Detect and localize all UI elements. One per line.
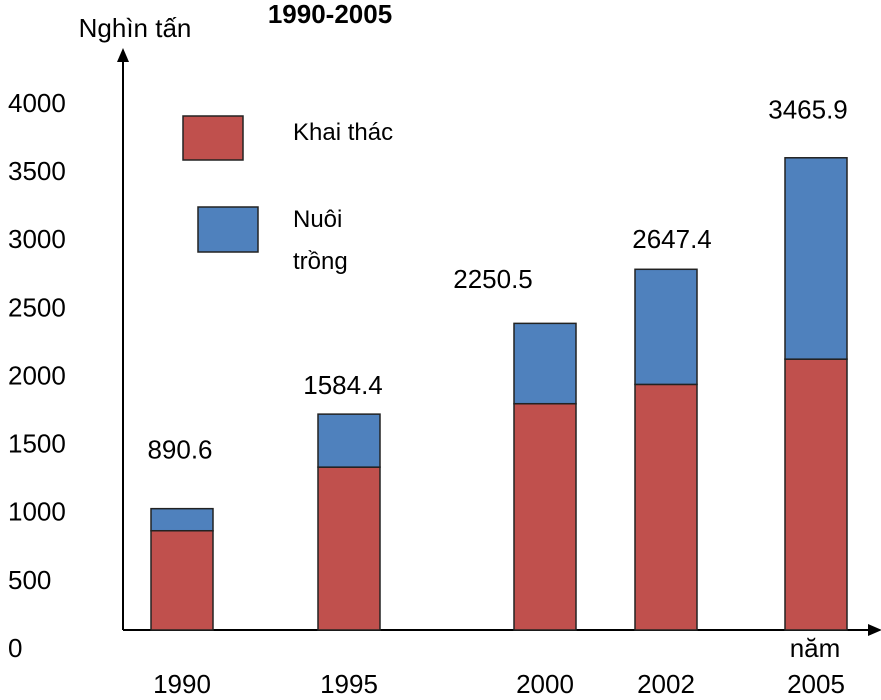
bar-segment: [784, 358, 848, 631]
y-tick-label: 1500: [8, 429, 66, 459]
x-axis-label: năm: [790, 633, 841, 663]
x-tick-label: 2005: [787, 669, 845, 699]
y-tick-label: 3000: [8, 224, 66, 254]
x-tick-label: 2000: [516, 669, 574, 699]
y-tick-label: 4000: [8, 88, 66, 118]
y-axis-label: Nghìn tấn: [79, 13, 192, 43]
legend-label: Nuôi trồng: [293, 206, 348, 275]
bar-segment: [513, 402, 577, 631]
y-tick-label: 0: [8, 633, 22, 663]
bar-segment: [634, 268, 698, 386]
total-label: 2250.5: [453, 264, 533, 294]
bar-segment: [317, 413, 381, 468]
x-tick-label: 1995: [320, 669, 378, 699]
bar-segment: [784, 157, 848, 360]
x-tick-label: 1990: [153, 669, 211, 699]
legend-label: Khai thác: [293, 119, 394, 146]
bar-segment: [150, 507, 214, 532]
y-arrow: [117, 48, 129, 62]
bar-segment: [317, 466, 381, 631]
bar-segment: [634, 383, 698, 631]
y-tick-label: 1000: [8, 497, 66, 527]
y-tick-label: 500: [8, 565, 51, 595]
x-tick-label: 2002: [637, 669, 695, 699]
total-label: 1584.4: [303, 370, 383, 400]
y-tick-label: 2500: [8, 292, 66, 322]
y-tick-label: 3500: [8, 156, 66, 186]
x-arrow: [868, 624, 881, 636]
chart-title: 1990-2005: [268, 0, 392, 29]
bar-segment: [513, 322, 577, 405]
total-label: 3465.9: [768, 95, 848, 125]
y-tick-label: 2000: [8, 360, 66, 390]
total-label: 2647.4: [632, 224, 712, 254]
bar-segment: [150, 529, 214, 631]
legend-swatch: [182, 115, 244, 161]
total-label: 890.6: [147, 435, 212, 465]
legend-swatch: [197, 206, 259, 253]
